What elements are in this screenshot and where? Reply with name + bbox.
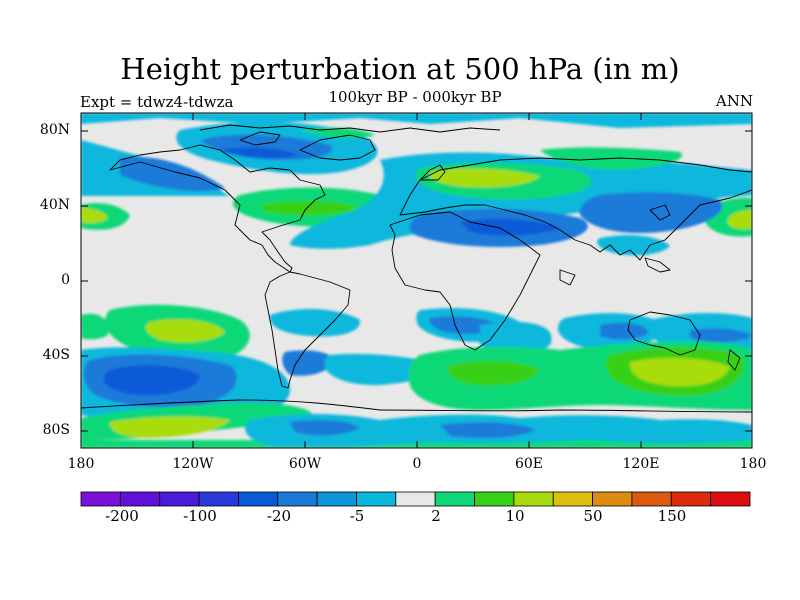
- season-label: ANN: [715, 92, 753, 110]
- colorbar-swatch: [631, 491, 672, 507]
- colorbar-swatch: [710, 491, 751, 507]
- experiment-label: Expt = tdwz4-tdwza: [80, 93, 234, 111]
- colorbar-swatch: [552, 491, 593, 507]
- lat-label-0: 0: [61, 272, 70, 288]
- map-subtitle: 100kyr BP - 000kyr BP: [328, 88, 502, 106]
- colorbar-swatch: [395, 491, 436, 507]
- lon-label-60w: 60W: [288, 456, 322, 472]
- colorbar-swatch: [434, 491, 475, 507]
- colorbar-swatch: [80, 491, 121, 507]
- colorbar-label: -100: [183, 507, 217, 525]
- lon-label-120e: 120E: [622, 456, 660, 472]
- lon-label-120w: 120W: [172, 456, 214, 472]
- colorbar-swatch: [316, 491, 357, 507]
- colorbar-swatch: [592, 491, 633, 507]
- lon-label-0: 0: [412, 456, 422, 472]
- map-title: Height perturbation at 500 hPa (in m): [120, 52, 680, 86]
- lat-label-40s: 40S: [42, 347, 70, 363]
- lat-label-80s: 80S: [42, 422, 70, 438]
- colorbar-swatch: [277, 491, 318, 507]
- lat-label-40n: 40N: [39, 197, 70, 213]
- lon-label-180e: 180: [739, 456, 767, 472]
- colorbar: [80, 491, 751, 507]
- lon-label-180w: 180: [67, 456, 95, 472]
- colorbar-swatch: [356, 491, 397, 507]
- colorbar-swatch: [238, 491, 279, 507]
- colorbar-swatch: [198, 491, 239, 507]
- colorbar-swatch: [159, 491, 200, 507]
- colorbar-label: 10: [505, 507, 525, 525]
- lat-label-80n: 80N: [39, 122, 70, 138]
- coastlines: [81, 124, 752, 413]
- colorbar-label: -200: [105, 507, 139, 525]
- axis-ticks: [81, 113, 752, 448]
- lon-label-60e: 60E: [514, 456, 544, 472]
- colorbar-swatch: [474, 491, 515, 507]
- colorbar-swatch: [670, 491, 712, 507]
- colorbar-label: 50: [583, 507, 603, 525]
- colorbar-label: -5: [349, 507, 365, 525]
- contour-field: [81, 113, 752, 448]
- colorbar-swatch: [513, 491, 554, 507]
- colorbar-label: 2: [431, 507, 441, 525]
- colorbar-swatch: [119, 491, 161, 507]
- colorbar-label: -20: [266, 507, 292, 525]
- colorbar-label: 150: [657, 507, 687, 525]
